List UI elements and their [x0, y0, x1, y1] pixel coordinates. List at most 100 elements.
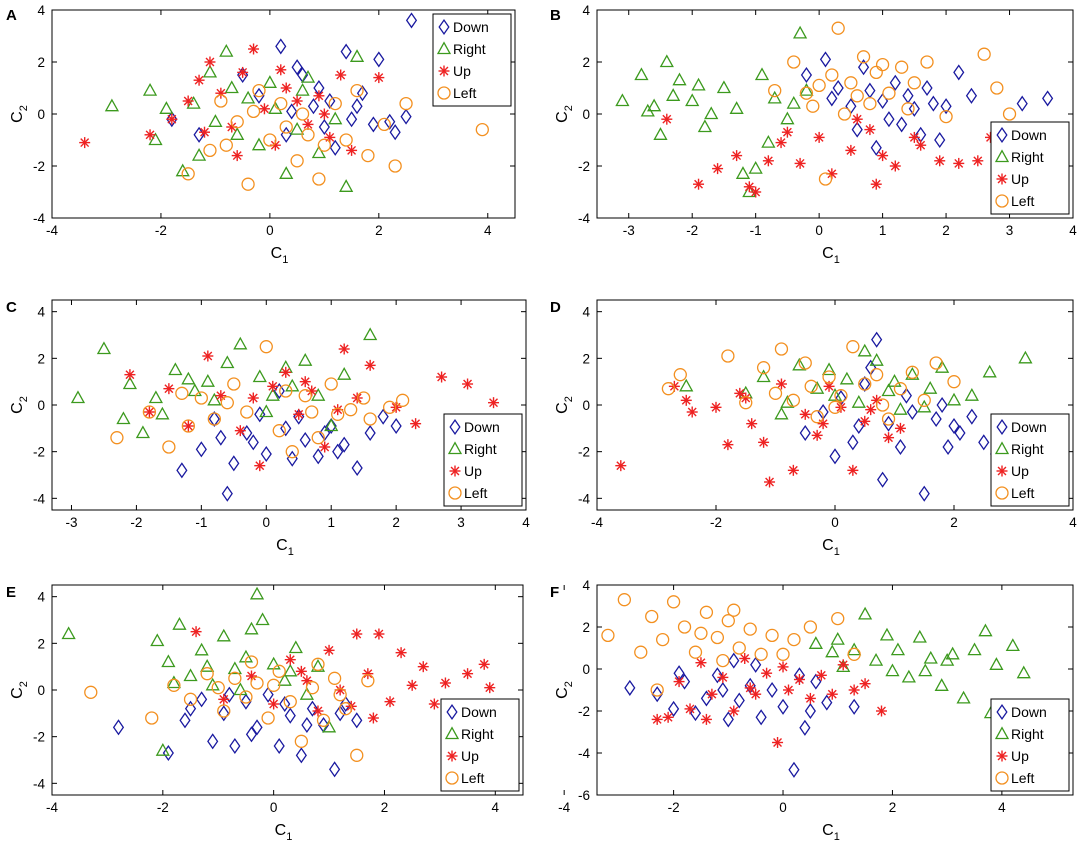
- point-right: [283, 663, 298, 677]
- point-up: [883, 432, 895, 444]
- legend-label-down: Down: [1011, 704, 1047, 720]
- legend-label-down: Down: [453, 19, 489, 35]
- point-up: [79, 137, 91, 149]
- point-right: [634, 67, 649, 81]
- point-left: [894, 60, 909, 74]
- point-up: [848, 684, 860, 696]
- x-tick-label: 2: [889, 800, 897, 815]
- panel-label: F: [550, 584, 559, 601]
- legend: Down Right Up Left: [443, 413, 523, 507]
- point-up: [193, 74, 205, 86]
- point-up: [815, 669, 827, 681]
- point-up: [889, 160, 901, 172]
- point-up: [312, 705, 324, 717]
- point-left: [882, 86, 896, 100]
- point-up: [237, 66, 249, 78]
- point-left: [167, 678, 181, 692]
- point-right: [615, 93, 630, 107]
- point-up: [254, 460, 266, 472]
- point-down: [218, 705, 230, 722]
- point-left: [688, 645, 703, 659]
- point-up: [722, 439, 734, 451]
- point-up: [417, 661, 429, 673]
- point-right: [166, 675, 182, 689]
- point-up: [302, 118, 314, 130]
- point-up: [373, 628, 385, 640]
- legend-marker-right: [994, 726, 1010, 740]
- y-tick-label: -4: [578, 746, 590, 761]
- point-left: [261, 711, 275, 725]
- point-left: [721, 614, 735, 628]
- data-points: [79, 12, 489, 192]
- point-up: [346, 144, 358, 156]
- x-axis-label: C1: [822, 245, 840, 266]
- point-left: [333, 688, 347, 702]
- point-left: [917, 393, 931, 407]
- point-up: [202, 350, 214, 362]
- point-up: [837, 659, 849, 671]
- point-up: [826, 688, 838, 700]
- x-tick-label: 2: [950, 515, 958, 530]
- point-right: [905, 367, 920, 380]
- legend-box: [990, 121, 1070, 215]
- point-left: [699, 605, 714, 619]
- point-down: [325, 417, 337, 435]
- point-left: [363, 412, 377, 426]
- point-right: [893, 402, 908, 415]
- point-left: [858, 377, 872, 391]
- point-up: [870, 178, 882, 190]
- y-tick-label: -4: [578, 491, 590, 506]
- point-left: [311, 657, 325, 671]
- point-down: [777, 698, 789, 715]
- legend-marker-right: [994, 149, 1010, 163]
- point-down: [284, 707, 296, 724]
- point-up: [190, 626, 202, 638]
- point-up: [871, 394, 883, 406]
- point-up: [787, 464, 799, 476]
- point-down: [245, 726, 258, 743]
- point-down: [750, 656, 762, 673]
- point-up: [258, 103, 270, 115]
- legend-marker-left: [995, 194, 1009, 208]
- point-up: [953, 157, 965, 169]
- point-up: [204, 56, 216, 68]
- point-left: [395, 393, 410, 407]
- y-axis-label: C2: [9, 105, 30, 123]
- point-right: [879, 627, 895, 641]
- y-tick-label: -4: [578, 211, 590, 226]
- point-down: [377, 408, 389, 425]
- point-up: [876, 705, 888, 717]
- point-down: [260, 445, 272, 463]
- point-down: [253, 87, 265, 104]
- point-right: [349, 49, 365, 62]
- point-left: [316, 713, 331, 727]
- point-right: [1018, 350, 1033, 364]
- point-right: [825, 644, 840, 658]
- x-tick-label: -2: [155, 223, 167, 238]
- point-left: [350, 748, 364, 762]
- point-up: [280, 82, 292, 94]
- point-right: [339, 179, 354, 192]
- point-right: [208, 114, 223, 127]
- y-tick-label: 2: [582, 620, 590, 635]
- point-down: [221, 485, 233, 502]
- x-tick-label: 2: [375, 223, 383, 238]
- point-right: [869, 353, 884, 366]
- point-up: [144, 129, 156, 141]
- point-down: [262, 686, 274, 703]
- point-down: [896, 116, 908, 133]
- legend-marker-left: [995, 771, 1009, 785]
- point-up: [813, 131, 825, 143]
- point-left: [183, 692, 198, 706]
- point-down: [651, 686, 663, 703]
- x-tick-label: 0: [270, 800, 278, 815]
- legend-marker-right: [444, 726, 460, 740]
- point-left: [710, 630, 725, 645]
- point-right: [252, 369, 267, 383]
- legend-marker-up: [449, 465, 461, 477]
- point-up: [367, 712, 379, 724]
- point-down: [334, 705, 346, 722]
- point-right: [202, 64, 218, 78]
- legend-marker-left: [448, 486, 462, 500]
